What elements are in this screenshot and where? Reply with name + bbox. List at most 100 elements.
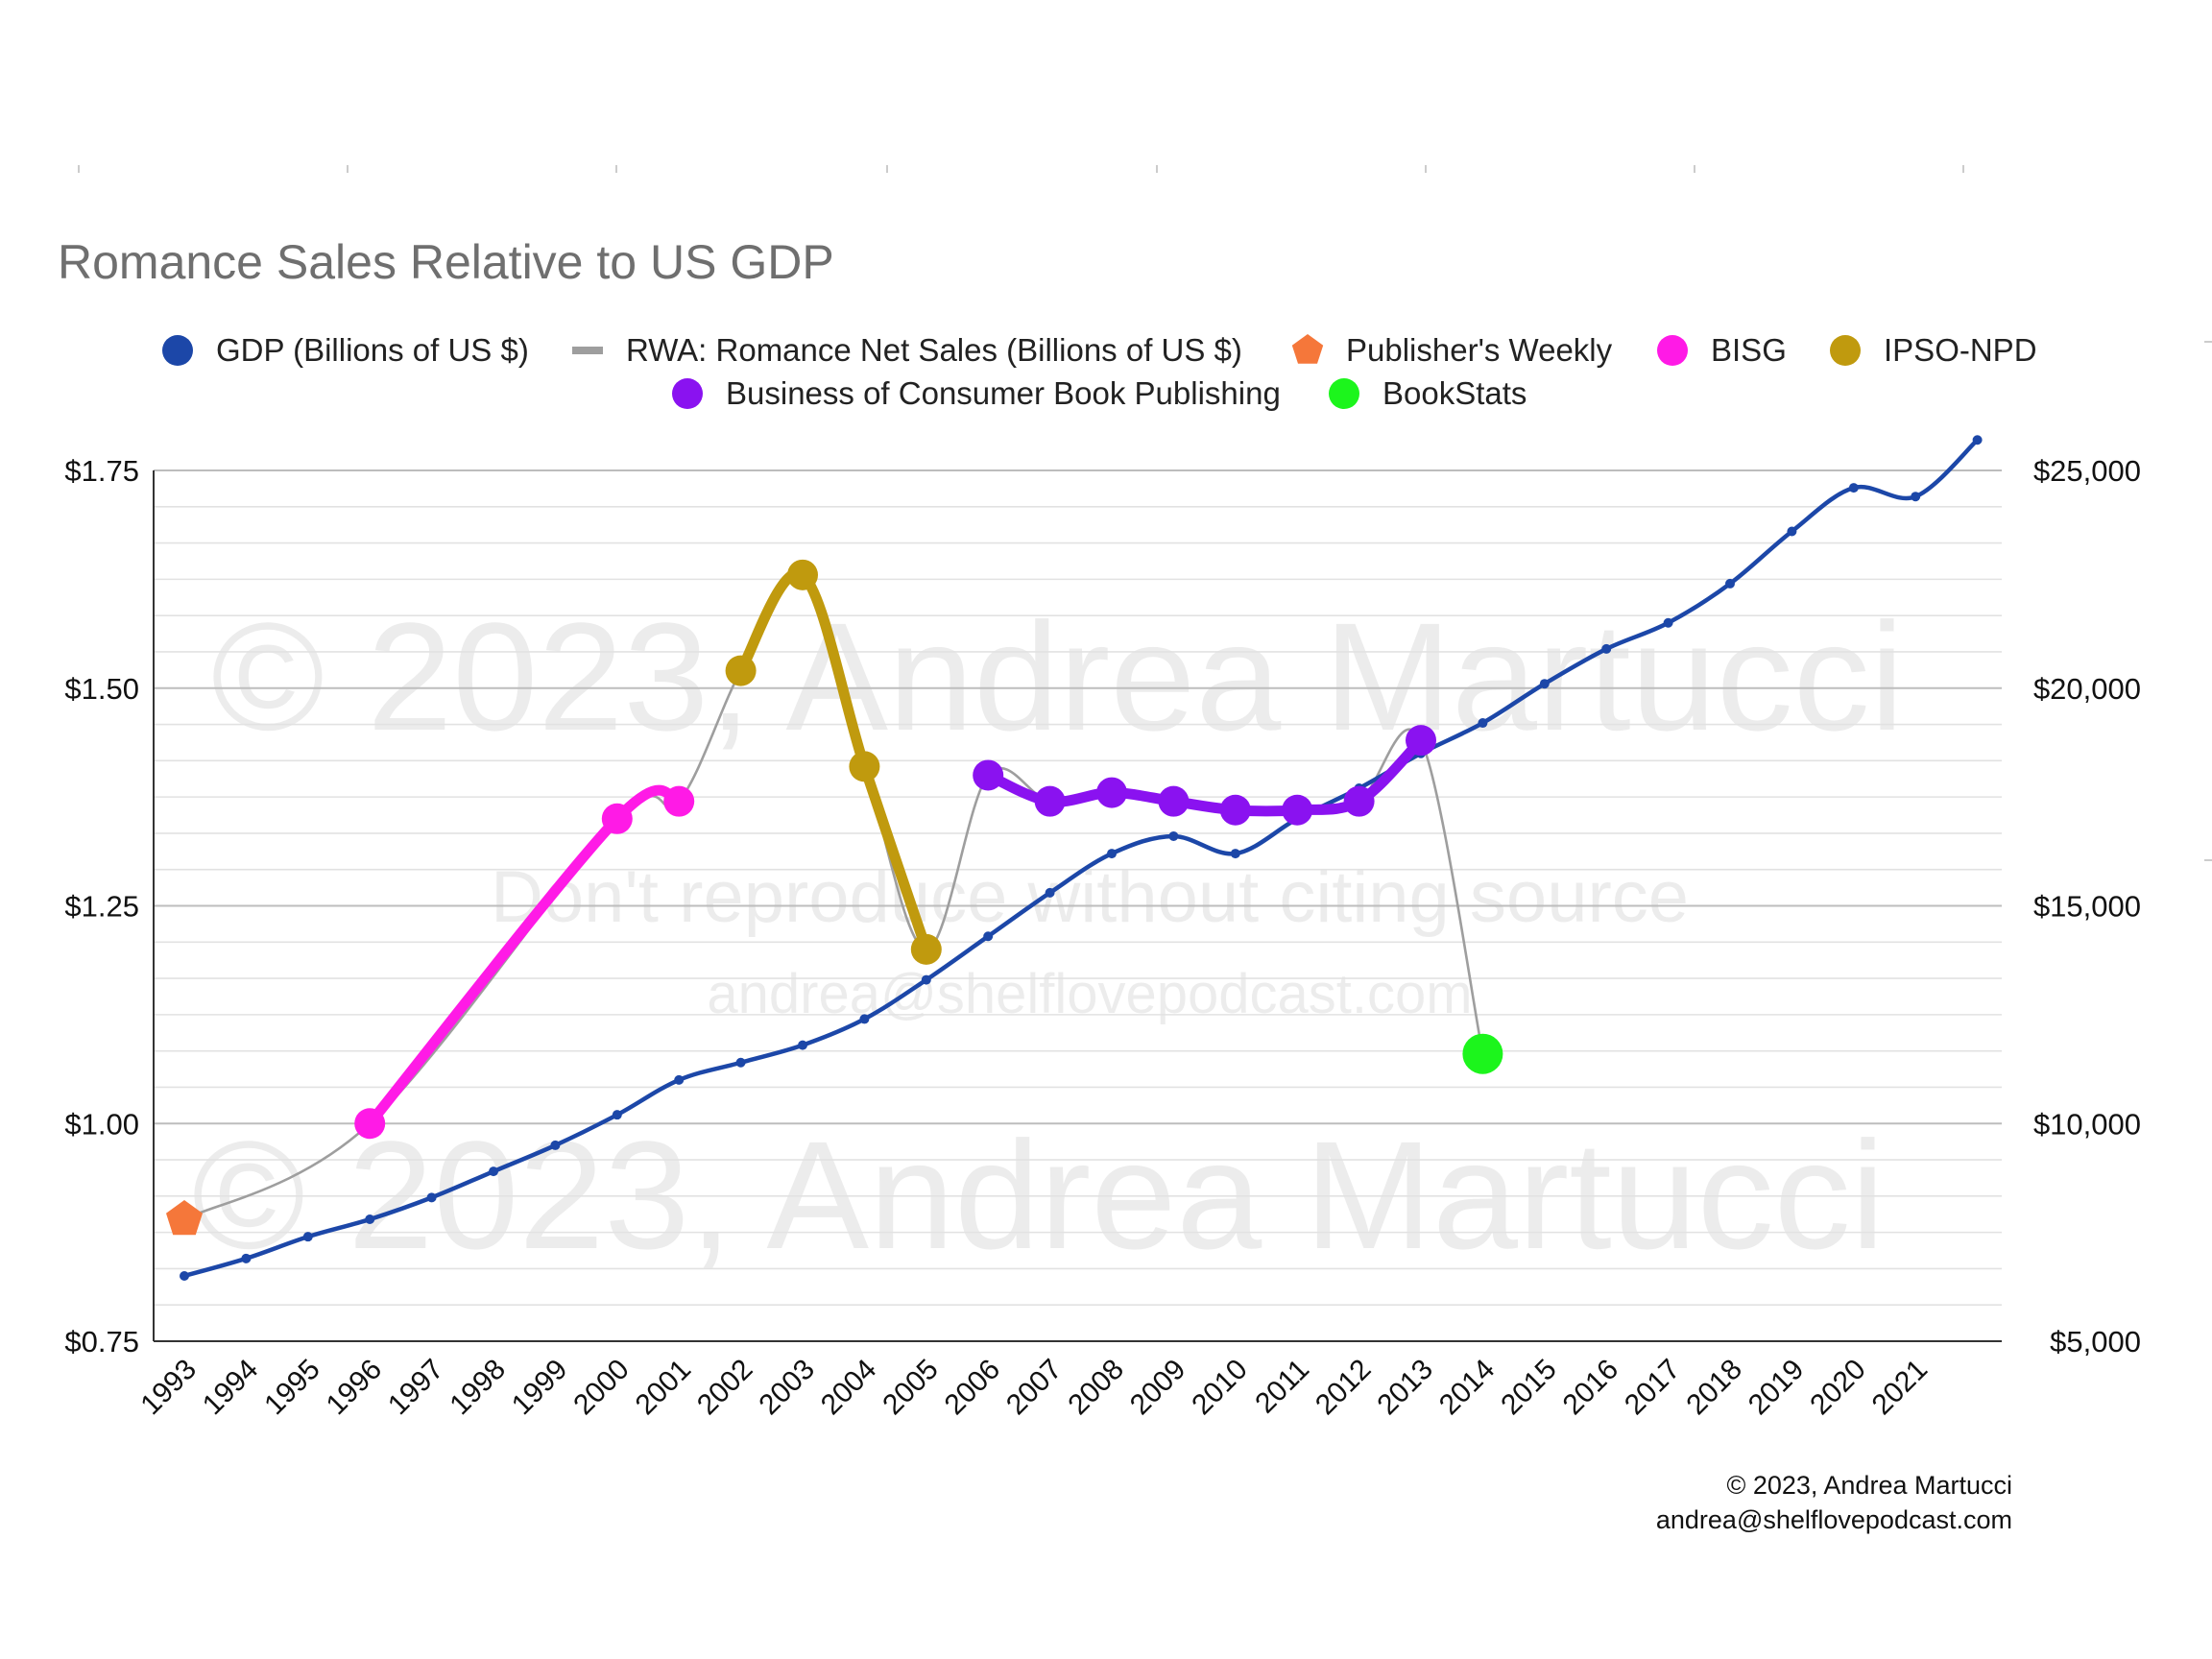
x-tick-label: 2010 — [1186, 1354, 1254, 1422]
gdp-point — [1972, 435, 1983, 445]
left-tick-label: $0.75 — [64, 1325, 139, 1358]
gdp-point — [180, 1270, 189, 1281]
gdp-point — [426, 1192, 437, 1203]
legend-item-2: Publisher's Weekly — [1291, 332, 1613, 368]
legend-item-4: IPSO-NPD — [1830, 332, 2037, 368]
gdp-point — [489, 1166, 498, 1177]
x-tick-label: 1996 — [321, 1354, 389, 1422]
series-2 — [166, 1200, 203, 1236]
x-tick-label: 2004 — [815, 1354, 883, 1422]
x-tick-label: 2018 — [1680, 1354, 1748, 1422]
x-tick-label: 1994 — [197, 1354, 265, 1422]
watermark-line1: © 2023, Andrea Martucci — [211, 590, 1904, 762]
watermark: © 2023, Andrea Martucci Don't reproduce w… — [192, 590, 1904, 1281]
gdp-point — [735, 1057, 746, 1068]
legend-item-1: RWA: Romance Net Sales (Billions of US $… — [572, 332, 1242, 368]
right-tick-label: $25,000 — [2033, 454, 2141, 488]
gdp-point — [1848, 483, 1859, 493]
gdp-point — [1787, 526, 1797, 537]
source-point — [354, 1108, 386, 1140]
legend-swatch — [1329, 378, 1359, 409]
gdp-point — [302, 1232, 313, 1242]
legend-swatch — [1830, 335, 1861, 366]
source-point — [601, 803, 633, 834]
x-tick-label: 2009 — [1124, 1354, 1192, 1422]
gdp-point — [674, 1074, 685, 1085]
source-point — [787, 559, 818, 590]
gdp-point — [983, 931, 994, 942]
source-point — [1034, 785, 1066, 817]
series-4 — [725, 559, 942, 965]
source-point — [1096, 777, 1127, 808]
x-tick-label: 2002 — [691, 1354, 759, 1422]
x-tick-label: 2006 — [939, 1354, 1007, 1422]
chart-title: Romance Sales Relative to US GDP — [58, 235, 834, 289]
gdp-point — [1168, 830, 1179, 841]
right-tick-label: $10,000 — [2033, 1107, 2141, 1141]
legend: GDP (Billions of US $) RWA: Romance Net S… — [162, 332, 2037, 411]
legend-label: Business of Consumer Book Publishing — [726, 375, 1281, 411]
x-tick-label: 2020 — [1804, 1354, 1872, 1422]
footer: © 2023, Andrea Martucci andrea@shelflove… — [1656, 1471, 2012, 1534]
x-tick-label: 2001 — [630, 1354, 698, 1422]
legend-swatch — [1657, 335, 1688, 366]
watermark-line4: © 2023, Andrea Martucci — [192, 1109, 1885, 1281]
series-5 — [973, 725, 1436, 826]
x-tick-label: 1993 — [134, 1354, 203, 1422]
gdp-point — [1911, 492, 1921, 502]
x-tick-label: 2000 — [567, 1354, 636, 1422]
legend-swatch — [572, 347, 603, 354]
legend-item-6: BookStats — [1329, 375, 1527, 411]
source-point — [1343, 785, 1375, 817]
x-tick-label: 2008 — [1062, 1354, 1130, 1422]
series-3 — [354, 784, 695, 1140]
legend-swatch — [1291, 334, 1324, 364]
x-tick-label: 2013 — [1371, 1354, 1439, 1422]
publishers-weekly-point — [166, 1200, 203, 1236]
x-tick-label: 1998 — [444, 1354, 512, 1422]
x-tick-label: 1995 — [258, 1354, 326, 1422]
x-tick-label: 2005 — [877, 1354, 945, 1422]
legend-item-3: BISG — [1657, 332, 1787, 368]
x-tick-label: 2003 — [753, 1354, 821, 1422]
x-tick-label: 2015 — [1495, 1354, 1563, 1422]
source-point — [1158, 785, 1190, 817]
source-point — [1462, 1033, 1503, 1074]
footer-email: andrea@shelflovepodcast.com — [1656, 1505, 2012, 1534]
gdp-point — [798, 1040, 807, 1050]
series-6 — [1462, 1033, 1503, 1074]
x-tick-label: 2019 — [1743, 1354, 1811, 1422]
x-tick-label: 2007 — [1000, 1354, 1069, 1422]
gdp-point — [921, 974, 931, 985]
gdp-point — [1725, 578, 1735, 589]
left-tick-label: $1.00 — [64, 1107, 139, 1141]
gdp-point — [859, 1014, 870, 1024]
gdp-point — [1478, 718, 1488, 729]
x-tick-label: 2017 — [1619, 1354, 1687, 1422]
source-line — [735, 567, 932, 955]
gdp-point — [1539, 679, 1550, 689]
legend-label: BISG — [1711, 332, 1787, 368]
gdp-point — [1107, 849, 1117, 859]
footer-copyright: © 2023, Andrea Martucci — [1726, 1471, 2012, 1500]
left-tick-label: $1.50 — [64, 672, 139, 706]
x-tick-label: 2011 — [1249, 1354, 1315, 1420]
x-tick-label: 2016 — [1557, 1354, 1625, 1422]
gdp-point — [365, 1214, 375, 1225]
legend-label: GDP (Billions of US $) — [216, 332, 529, 368]
top-tick-marks — [78, 165, 2212, 861]
legend-item-5: Business of Consumer Book Publishing — [672, 375, 1281, 411]
source-point — [849, 751, 880, 782]
left-tick-label: $1.75 — [64, 454, 139, 488]
x-tick-label: 2014 — [1433, 1354, 1502, 1422]
gdp-point — [241, 1253, 252, 1263]
gdp-point — [550, 1140, 561, 1150]
legend-label: RWA: Romance Net Sales (Billions of US $… — [626, 332, 1242, 368]
left-tick-label: $1.25 — [64, 890, 139, 924]
right-tick-label: $15,000 — [2033, 890, 2141, 924]
watermark-line3: andrea@shelflovepodcast.com — [707, 963, 1472, 1025]
source-point — [910, 933, 942, 965]
source-point — [1282, 794, 1313, 826]
series-0 — [180, 435, 1983, 1281]
